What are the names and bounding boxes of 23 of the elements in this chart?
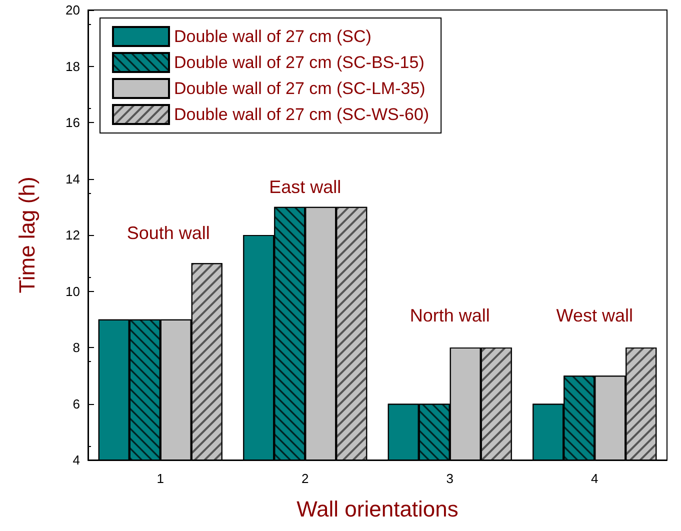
legend-label: Double wall of 27 cm (SC-LM-35) [174,79,426,98]
legend-label: Double wall of 27 cm (SC) [174,27,372,46]
x-tick-label: 1 [156,471,164,486]
y-tick-label: 8 [72,340,80,355]
y-tick-label: 4 [72,452,80,468]
x-tick-label: 2 [302,471,309,486]
x-axis-title: Wall orientations [296,496,458,522]
legend-label: Double wall of 27 cm (SC-BS-15) [174,53,424,72]
annotation: West wall [556,306,633,326]
annotation: East wall [269,176,342,197]
y-axis-title: Time lag (h) [14,176,40,294]
y-tick-label: 18 [66,58,80,74]
y-tick-label: 16 [66,115,80,130]
y-tick-label: 10 [66,284,80,299]
annotation: South wall [126,223,210,244]
annotation: North wall [410,306,490,326]
x-tick-label: 4 [591,471,598,486]
y-tick-label: 6 [72,396,80,412]
y-tick-label: 14 [66,171,80,186]
legend-label: Double wall of 27 cm (SC-WS-60) [174,105,430,124]
y-tick-label: 20 [66,2,80,18]
y-tick-label: 12 [66,228,80,242]
x-tick-label: 3 [446,471,454,486]
